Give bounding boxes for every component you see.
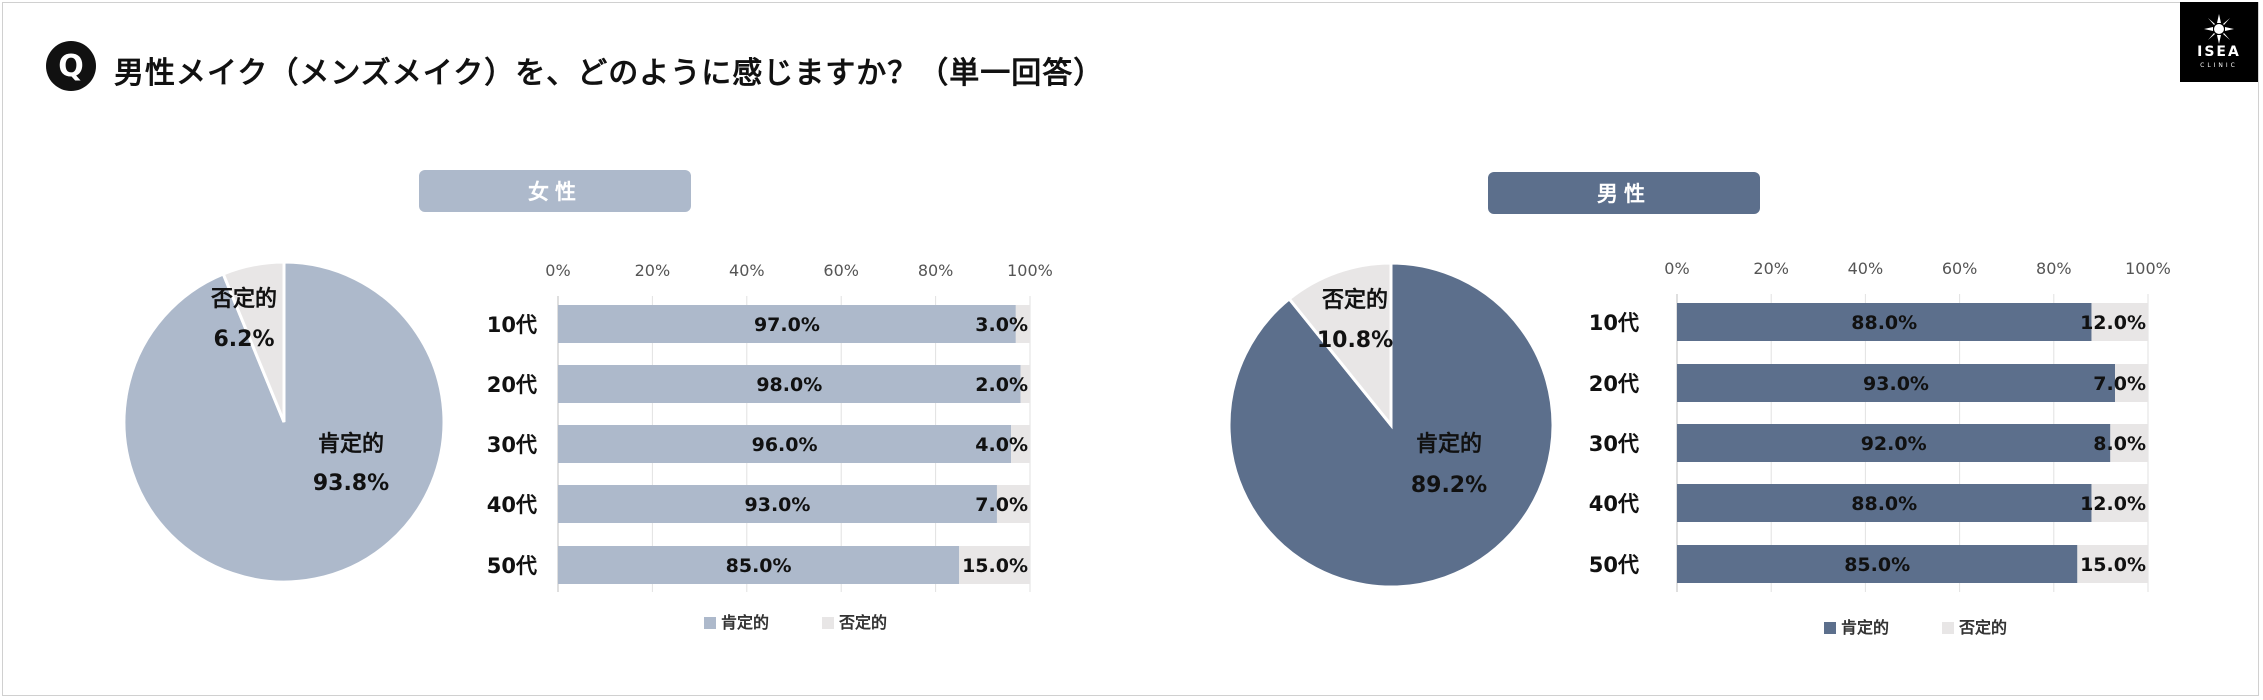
bar-positive xyxy=(558,365,1021,403)
bar-negative xyxy=(1015,305,1030,343)
legend-label: 否定的 xyxy=(838,613,887,632)
data-label-positive: 88.0% xyxy=(1851,493,1917,515)
data-label-positive: 93.0% xyxy=(745,494,811,516)
pie-label-positive-name: 肯定的 xyxy=(318,431,384,457)
bar-positive xyxy=(1677,545,2078,583)
question-badge: Q xyxy=(46,41,96,91)
bar-negative xyxy=(2110,424,2148,462)
bar-positive xyxy=(1677,484,2092,522)
category-label: 40代 xyxy=(487,493,537,517)
legend-label: 肯定的 xyxy=(721,613,769,632)
x-tick-label: 0% xyxy=(1664,259,1689,278)
pie-label-positive-name: 肯定的 xyxy=(1416,431,1482,457)
bar-negative xyxy=(2115,364,2148,402)
data-label-negative: 4.0% xyxy=(975,434,1028,456)
x-tick-label: 60% xyxy=(823,261,859,280)
bar-positive xyxy=(558,485,997,523)
data-label-positive: 92.0% xyxy=(1861,433,1927,455)
data-label-negative: 3.0% xyxy=(975,314,1028,336)
bar-positive xyxy=(1677,364,2116,402)
bar-positive xyxy=(1677,303,2092,341)
clinic-logo: ISEA CLINIC xyxy=(2180,2,2258,82)
bar-negative xyxy=(2077,545,2148,583)
bar-negative xyxy=(1011,425,1030,463)
data-label-positive: 93.0% xyxy=(1863,373,1929,395)
legend-swatch xyxy=(704,617,716,629)
category-label: 20代 xyxy=(1589,372,1639,396)
x-tick-label: 80% xyxy=(2036,259,2072,278)
pie-label-negative-name: 否定的 xyxy=(1321,287,1388,313)
legend-swatch xyxy=(822,617,834,629)
x-tick-label: 40% xyxy=(1848,259,1884,278)
x-tick-label: 20% xyxy=(635,261,671,280)
category-label: 30代 xyxy=(1589,432,1639,456)
data-label-positive: 85.0% xyxy=(726,555,792,577)
legend-label: 肯定的 xyxy=(1841,618,1889,637)
data-label-negative: 15.0% xyxy=(2080,554,2146,576)
data-label-positive: 88.0% xyxy=(1851,312,1917,334)
x-tick-label: 40% xyxy=(729,261,765,280)
x-tick-label: 20% xyxy=(1753,259,1789,278)
x-tick-label: 60% xyxy=(1942,259,1978,278)
bar-positive xyxy=(1677,424,2111,462)
logo-sub: CLINIC xyxy=(2200,62,2238,69)
data-label-positive: 97.0% xyxy=(754,314,820,336)
pie-label-positive-value: 93.8% xyxy=(313,471,389,496)
category-label: 50代 xyxy=(487,554,537,578)
data-label-negative: 15.0% xyxy=(962,555,1028,577)
data-label-negative: 8.0% xyxy=(2093,433,2146,455)
x-tick-label: 100% xyxy=(2125,259,2171,278)
pie-label-negative-name: 否定的 xyxy=(210,286,277,312)
data-label-negative: 2.0% xyxy=(975,374,1028,396)
bar-negative xyxy=(996,485,1030,523)
data-label-negative: 12.0% xyxy=(2080,312,2146,334)
panel-title-male: 男性 xyxy=(1488,172,1760,214)
bar-positive xyxy=(558,546,960,584)
pie-label-negative-value: 6.2% xyxy=(213,327,274,352)
data-label-negative: 7.0% xyxy=(2093,373,2146,395)
data-label-positive: 85.0% xyxy=(1844,554,1910,576)
pie-slice-negative xyxy=(221,260,286,423)
x-tick-label: 0% xyxy=(545,261,570,280)
category-label: 50代 xyxy=(1589,553,1639,577)
category-label: 10代 xyxy=(1589,311,1639,335)
legend-swatch xyxy=(1824,622,1836,634)
pie-label-positive-value: 89.2% xyxy=(1411,473,1487,498)
x-tick-label: 100% xyxy=(1007,261,1053,280)
category-label: 30代 xyxy=(487,433,537,457)
logo-brand: ISEA xyxy=(2197,44,2241,60)
data-label-negative: 7.0% xyxy=(975,494,1028,516)
pie-slice-negative xyxy=(1287,261,1393,430)
data-label-positive: 98.0% xyxy=(756,374,822,396)
bar-positive xyxy=(558,425,1012,463)
x-tick-label: 80% xyxy=(918,261,954,280)
legend-swatch xyxy=(1942,622,1954,634)
legend-label: 否定的 xyxy=(1958,618,2007,637)
bar-positive xyxy=(558,305,1016,343)
question-title: 男性メイク（メンズメイク）を、どのように感じますか？（単一回答） xyxy=(114,56,1105,91)
data-label-negative: 12.0% xyxy=(2080,493,2146,515)
data-label-positive: 96.0% xyxy=(752,434,818,456)
bar-negative xyxy=(2091,484,2148,522)
bar-negative xyxy=(959,546,1030,584)
panel-title-female: 女性 xyxy=(419,170,691,212)
category-label: 40代 xyxy=(1589,492,1639,516)
sun-icon xyxy=(2204,14,2234,44)
category-label: 10代 xyxy=(487,313,537,337)
category-label: 20代 xyxy=(487,373,537,397)
pie-label-negative-value: 10.8% xyxy=(1317,328,1393,353)
bar-negative xyxy=(1020,365,1030,403)
bar-negative xyxy=(2091,303,2148,341)
